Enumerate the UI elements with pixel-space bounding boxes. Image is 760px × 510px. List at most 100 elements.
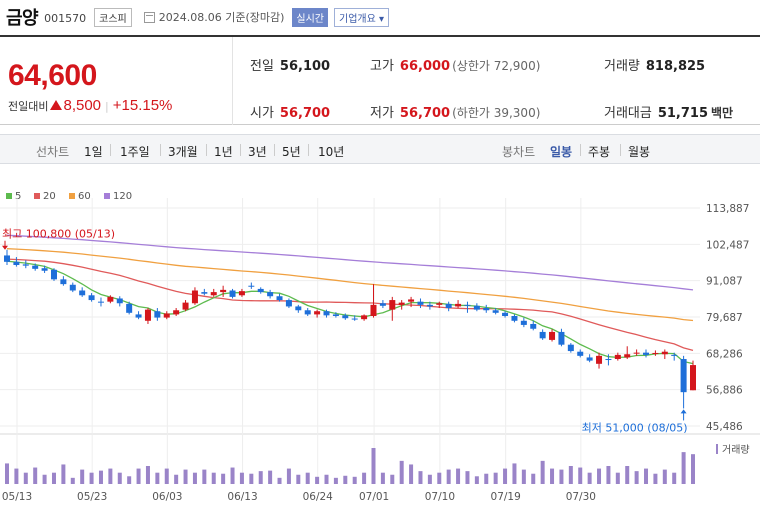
candle — [567, 344, 574, 352]
candle — [530, 323, 537, 329]
volume-bar — [550, 468, 555, 484]
candle — [248, 285, 255, 287]
legend-swatch-20 — [34, 193, 40, 199]
ma-20-line — [6, 258, 694, 352]
volume-bar — [352, 476, 357, 484]
prev-close: 전일 56,100 — [250, 55, 330, 74]
divider — [620, 144, 621, 156]
volume-bar — [70, 477, 75, 484]
candle — [643, 352, 650, 355]
volume-bar — [587, 472, 592, 484]
line-chart-label[interactable]: 선차트 — [36, 145, 70, 159]
legend-label-5: 5 — [15, 191, 21, 202]
candle — [539, 331, 546, 339]
company-info-button[interactable]: 기업개요 ▾ — [334, 7, 390, 27]
up-triangle-icon — [50, 100, 63, 110]
calendar-icon — [143, 11, 155, 23]
candle — [558, 331, 565, 345]
low-arrowhead-icon — [680, 409, 687, 414]
volume-bar — [427, 474, 432, 484]
volume-bar — [89, 472, 94, 484]
x-tick-label: 07/19 — [491, 491, 521, 503]
range-3m[interactable]: 3개월 — [168, 145, 198, 159]
volume-bar — [174, 474, 179, 484]
volume-bar — [108, 468, 113, 484]
realtime-button[interactable]: 실시간 — [292, 7, 329, 27]
volume-bar — [61, 464, 66, 484]
candle-weekly[interactable]: 주봉 — [588, 145, 611, 159]
candle — [163, 313, 170, 318]
volume-bar — [672, 472, 677, 484]
range-1d[interactable]: 1일 — [84, 145, 103, 159]
prev-close-label: 전일 — [250, 59, 274, 74]
volume-bar — [691, 454, 695, 484]
volume-bar — [286, 468, 291, 484]
candle — [4, 255, 10, 262]
divider — [206, 144, 207, 156]
range-5y[interactable]: 5년 — [282, 145, 301, 159]
volume-bar — [446, 469, 451, 484]
volume-bar — [333, 477, 338, 484]
x-tick-label: 06/03 — [152, 491, 182, 503]
volume-label: 거래량 — [604, 59, 640, 74]
candle — [492, 310, 499, 313]
candle — [323, 311, 330, 316]
volume-bar — [127, 476, 132, 484]
candle — [295, 306, 302, 311]
legend-label-20: 20 — [43, 191, 56, 202]
candle — [671, 354, 678, 356]
candle-monthly[interactable]: 월봉 — [628, 145, 651, 159]
change-separator: | — [105, 100, 109, 113]
candle — [577, 351, 584, 356]
volume-bar — [531, 473, 536, 484]
y-tick-label: 79,687 — [706, 312, 743, 324]
company-info-label: 기업개요 — [339, 13, 376, 25]
volume-bar — [484, 473, 489, 484]
volume-bar — [597, 468, 602, 484]
change-value: 8,500 — [63, 97, 102, 114]
range-1y[interactable]: 1년 — [214, 145, 233, 159]
candle — [464, 304, 471, 306]
quote-date: 2024.08.06 기준(장마감) — [158, 11, 285, 24]
volume-bar — [164, 468, 169, 484]
volume-bar — [145, 466, 150, 484]
volume-bar — [681, 452, 686, 484]
candle-chart-label[interactable]: 봉차트 — [502, 145, 536, 159]
x-tick-label: 06/13 — [227, 491, 257, 503]
volume-bar — [33, 467, 38, 484]
divider — [580, 144, 581, 156]
candle-daily[interactable]: 일봉 — [550, 145, 573, 159]
high-price: 고가 66,000 (상한가 72,900) — [370, 55, 540, 74]
volume-value: 818,825 — [645, 59, 706, 74]
low-value: 56,700 — [399, 106, 451, 121]
candle — [79, 290, 86, 296]
quote-panel: 64,600 전일대비 8,500 | +15.15% 전일 56,100 고가… — [0, 35, 760, 125]
range-3y[interactable]: 3년 — [248, 145, 267, 159]
legend-swatch-60 — [69, 193, 75, 199]
candle — [210, 292, 217, 296]
low-price: 저가 56,700 (하한가 39,300) — [370, 102, 540, 121]
x-tick-label: 07/30 — [566, 491, 596, 503]
candle — [135, 314, 142, 318]
candle — [361, 315, 368, 320]
candle — [483, 308, 490, 311]
range-1w[interactable]: 1주일 — [120, 145, 150, 159]
volume-bar — [239, 472, 244, 484]
candle — [398, 302, 405, 305]
volume-bar — [634, 471, 639, 484]
volume-bar — [653, 473, 658, 484]
volume-bar — [512, 463, 517, 484]
range-10y[interactable]: 10년 — [318, 145, 345, 159]
stock-chart[interactable]: 5 20 60 120 113,887 102,487 91,087 79,687 68,286… — [0, 184, 760, 510]
candle — [455, 303, 462, 307]
divider — [110, 144, 111, 156]
volume-bar — [380, 472, 385, 484]
lower-limit: (하한가 39,300) — [452, 106, 541, 120]
change-percent: +15.15% — [112, 97, 173, 114]
open-value: 56,700 — [279, 106, 331, 121]
volume-bar — [493, 472, 498, 484]
market-badge: 코스피 — [94, 7, 132, 27]
trade-value: 거래대금 51,715 백만 — [604, 102, 733, 121]
volume-bar — [559, 469, 564, 484]
x-tick-label: 07/01 — [359, 491, 389, 503]
